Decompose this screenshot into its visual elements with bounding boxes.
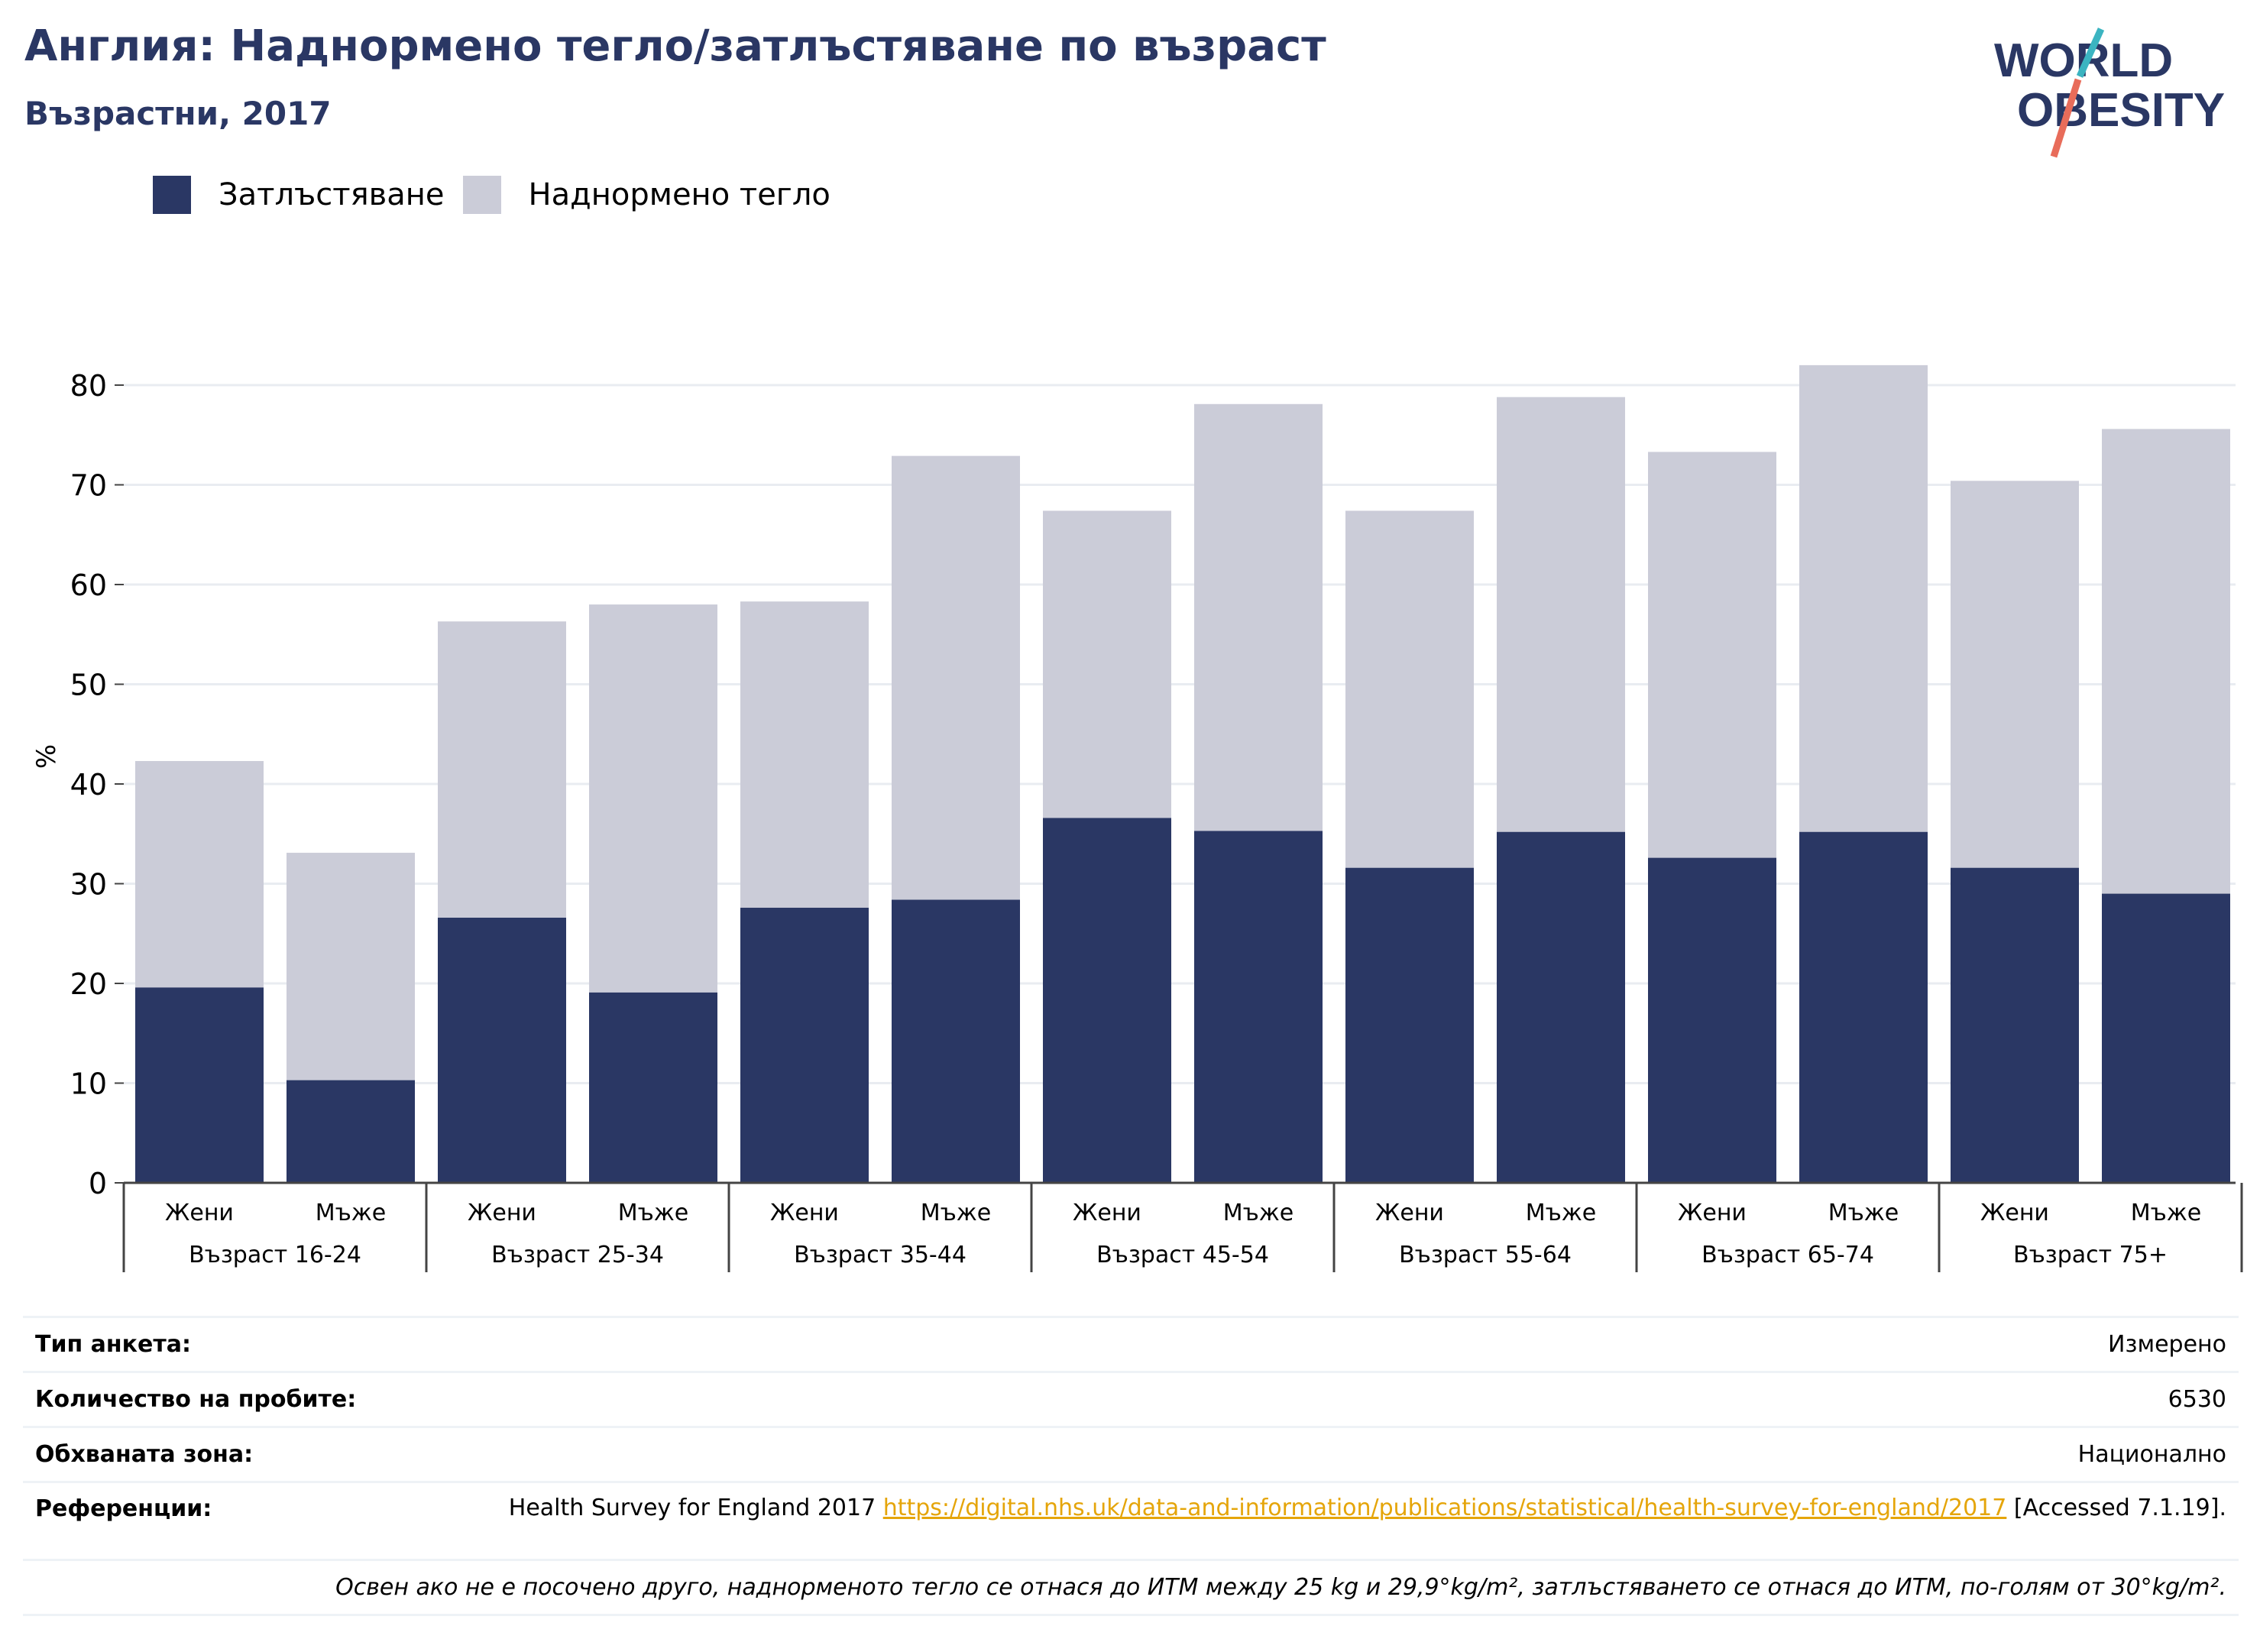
survey-type-label: Тип анкета: bbox=[35, 1331, 191, 1358]
x-category-label: Мъже bbox=[1526, 1200, 1597, 1226]
x-category-label: Мъже bbox=[1223, 1200, 1294, 1226]
meta-row-references: Референции: Health Survey for England 20… bbox=[23, 1483, 2239, 1561]
bar-obesity bbox=[438, 917, 566, 1183]
x-category-label: Жени bbox=[770, 1200, 839, 1226]
bar-overweight bbox=[1648, 452, 1776, 858]
x-group-label: Възраст 55-64 bbox=[1399, 1242, 1572, 1268]
y-tick-label: 50 bbox=[70, 669, 107, 702]
bar-obesity bbox=[287, 1080, 415, 1183]
x-category-label: Жени bbox=[468, 1200, 536, 1226]
references-link[interactable]: https://digital.nhs.uk/data-and-informat… bbox=[882, 1495, 2007, 1521]
logo-line2: OBESITY bbox=[2017, 84, 2225, 137]
bar-overweight bbox=[1799, 364, 1928, 832]
sample-size-label: Количество на пробите: bbox=[35, 1386, 357, 1413]
bar-obesity bbox=[135, 987, 264, 1183]
bar-obesity bbox=[589, 992, 717, 1183]
sample-size-value: 6530 bbox=[2168, 1386, 2226, 1413]
legend-swatch-obesity bbox=[153, 176, 191, 214]
area-value: Национално bbox=[2077, 1441, 2226, 1468]
y-tick-label: 70 bbox=[70, 469, 107, 503]
world-obesity-logo: WORLD OBESITY bbox=[1994, 28, 2225, 158]
bar-obesity bbox=[1043, 818, 1171, 1183]
meta-row-area: Обхваната зона: Национално bbox=[23, 1428, 2239, 1483]
legend-label-overweight: Наднормено тегло bbox=[528, 177, 831, 212]
references-value: Health Survey for England 2017 https://d… bbox=[469, 1495, 2226, 1521]
stacked-bar-chart: 0 10 20 30 40 50 60 70 80 Жени Мъже Жени Мъже Жени Мъж… bbox=[31, 364, 2243, 1272]
x-category-label: Жени bbox=[1980, 1200, 2049, 1226]
bar-obesity bbox=[1799, 831, 1928, 1183]
chart-subtitle: Възрастни, 2017 bbox=[24, 95, 332, 132]
y-axis-label: % bbox=[31, 744, 62, 769]
bar-overweight bbox=[1043, 510, 1171, 818]
x-category-label: Мъже bbox=[316, 1200, 387, 1226]
definition-note: Освен ако не е посочено друго, наднормен… bbox=[335, 1574, 2226, 1601]
references-label: Референции: bbox=[35, 1495, 212, 1522]
chart-title: Англия: Наднормено тегло/затлъстяване по… bbox=[24, 21, 1326, 71]
x-category-label: Мъже bbox=[921, 1200, 992, 1226]
bars bbox=[135, 364, 2230, 1183]
bar-overweight bbox=[892, 455, 1020, 900]
bar-obesity bbox=[1497, 831, 1625, 1183]
bar-overweight bbox=[2102, 429, 2230, 894]
bar-overweight bbox=[1951, 481, 2079, 868]
bar-obesity bbox=[1951, 867, 2079, 1183]
y-tick-label: 60 bbox=[70, 568, 107, 602]
bar-overweight bbox=[135, 760, 264, 988]
bar-obesity bbox=[1194, 831, 1323, 1183]
x-category-label: Жени bbox=[1073, 1200, 1141, 1226]
y-tick-label: 30 bbox=[70, 868, 107, 902]
y-tick-label: 0 bbox=[89, 1167, 107, 1200]
references-accessed: [Accessed 7.1.19]. bbox=[2013, 1495, 2226, 1521]
x-category-label: Мъже bbox=[618, 1200, 689, 1226]
bar-overweight bbox=[1345, 510, 1474, 868]
bar-overweight bbox=[287, 853, 415, 1080]
bar-overweight bbox=[438, 621, 566, 918]
legend-label-obesity: Затлъстяване bbox=[219, 177, 445, 212]
x-group-label: Възраст 25-34 bbox=[491, 1242, 664, 1268]
x-category-label: Жени bbox=[1678, 1200, 1747, 1226]
area-label: Обхваната зона: bbox=[35, 1441, 254, 1468]
legend-item-obesity[interactable]: Затлъстяване bbox=[153, 176, 445, 214]
axes: 0 10 20 30 40 50 60 70 80 Жени Мъже Жени Мъже Жени Мъж… bbox=[70, 369, 2243, 1272]
bar-obesity bbox=[1648, 857, 1776, 1183]
bar-obesity bbox=[2102, 893, 2230, 1183]
bar-obesity bbox=[740, 907, 869, 1183]
legend-swatch-overweight bbox=[462, 176, 501, 214]
survey-metadata-table: Тип анкета: Измерено Количество на проби… bbox=[23, 1316, 2239, 1616]
x-category-label: Мъже bbox=[1828, 1200, 1899, 1226]
x-category-label: Жени bbox=[165, 1200, 234, 1226]
meta-row-note: Освен ако не е посочено друго, наднормен… bbox=[23, 1561, 2239, 1616]
meta-row-survey-type: Тип анкета: Измерено bbox=[23, 1318, 2239, 1373]
logo-slash-teal bbox=[2076, 28, 2105, 78]
bar-overweight bbox=[589, 604, 717, 993]
references-text: Health Survey for England 2017 bbox=[508, 1495, 876, 1521]
chart-legend: Затлъстяване Наднормено тегло bbox=[153, 176, 849, 214]
y-tick-label: 80 bbox=[70, 369, 107, 403]
bar-overweight bbox=[740, 601, 869, 908]
x-group-label: Възраст 65-74 bbox=[1701, 1242, 1874, 1268]
meta-row-sample-size: Количество на пробите: 6530 bbox=[23, 1373, 2239, 1428]
x-group-label: Възраст 75+ bbox=[2013, 1242, 2168, 1268]
survey-type-value: Измерено bbox=[2108, 1331, 2226, 1358]
x-group-label: Възраст 45-54 bbox=[1096, 1242, 1269, 1268]
y-tick-label: 20 bbox=[70, 967, 107, 1001]
bar-overweight bbox=[1194, 403, 1323, 831]
y-tick-label: 40 bbox=[70, 768, 107, 802]
logo-slash-coral bbox=[2050, 78, 2082, 158]
legend-item-overweight[interactable]: Наднормено тегло bbox=[462, 176, 831, 214]
x-group-label: Възраст 35-44 bbox=[794, 1242, 966, 1268]
x-group-label: Възраст 16-24 bbox=[189, 1242, 361, 1268]
y-tick-label: 10 bbox=[70, 1067, 107, 1101]
bar-obesity bbox=[892, 899, 1020, 1183]
x-category-label: Жени bbox=[1375, 1200, 1444, 1226]
bar-obesity bbox=[1345, 867, 1474, 1183]
x-category-label: Мъже bbox=[2131, 1200, 2202, 1226]
bar-overweight bbox=[1497, 397, 1625, 832]
